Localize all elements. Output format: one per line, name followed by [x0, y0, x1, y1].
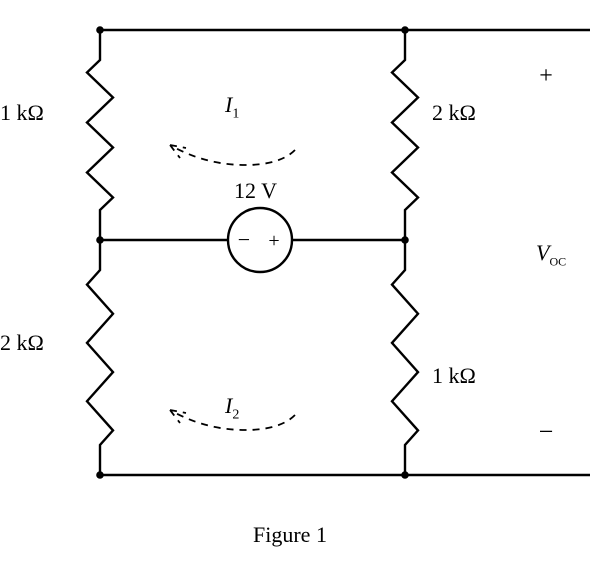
resistor-r4-label: 1 kΩ: [432, 363, 476, 389]
svg-text:+: +: [539, 63, 553, 89]
circuit-diagram: +−+− 1 kΩ 2 kΩ 2 kΩ 1 kΩ 12 V I1 I2 VOC …: [0, 0, 590, 562]
circuit-svg: +−+−: [0, 0, 590, 562]
voc-name: V: [536, 240, 549, 265]
loop-i1-label: I1: [225, 92, 239, 122]
loop-i2-sub: 2: [232, 407, 239, 422]
svg-text:−: −: [238, 227, 250, 252]
svg-text:+: +: [268, 230, 279, 252]
voltage-source-label: 12 V: [234, 178, 277, 204]
voc-sub: OC: [549, 254, 566, 268]
voc-label: VOC: [536, 240, 566, 269]
loop-i1-sub: 1: [232, 106, 239, 121]
resistor-r3-label: 2 kΩ: [0, 330, 44, 356]
svg-text:−: −: [539, 417, 554, 446]
resistor-r1-label: 1 kΩ: [0, 100, 44, 126]
resistor-r2-label: 2 kΩ: [432, 100, 476, 126]
loop-i2-label: I2: [225, 393, 239, 423]
figure-title: Figure 1: [253, 522, 327, 548]
